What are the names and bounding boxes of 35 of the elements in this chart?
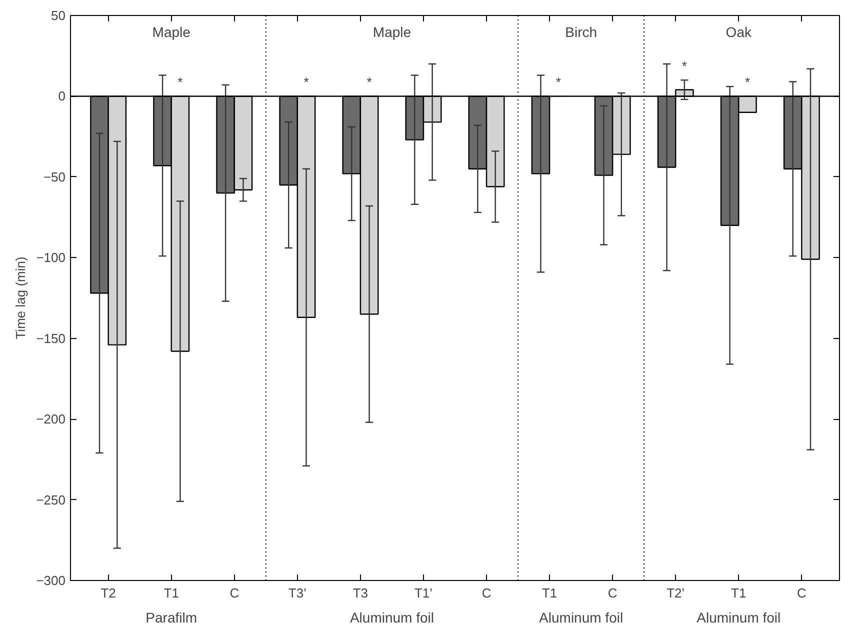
y-tick-label: −150 (36, 330, 66, 346)
text: Aluminum foil (696, 610, 781, 626)
annotation: Oak (726, 24, 752, 40)
x-tick-label: T2’ (666, 586, 685, 600)
x-tick-label: T1 (542, 586, 558, 600)
data-label: * (304, 74, 309, 90)
data-label: * (366, 74, 372, 90)
data-label: * (178, 74, 183, 90)
x-tick-label: C (230, 586, 240, 600)
x-tick-label: T1 (731, 586, 746, 600)
x-tick-label: C (608, 586, 618, 600)
x-tick-label: T3 (352, 586, 368, 600)
y-axis-title: Time lag (min) (13, 256, 28, 340)
x-tick-label: T3’ (288, 586, 307, 600)
text: Aluminum foil (350, 610, 434, 626)
y-tick-label: −200 (36, 412, 66, 427)
data-label: * (682, 58, 687, 74)
annotation: Maple (372, 24, 412, 40)
data-label: * (556, 74, 561, 90)
y-tick-label: −50 (43, 169, 66, 184)
y-tick-label: −300 (36, 573, 66, 588)
x-tick-label: T2 (100, 586, 116, 600)
x-tick-label: C (796, 586, 806, 600)
data-label: * (744, 74, 750, 90)
x-tick-label: T1’ (414, 586, 433, 600)
x-tick-label: T1 (164, 586, 179, 600)
y-tick-label: −250 (36, 492, 66, 508)
text: Aluminum foil (539, 610, 624, 626)
text: Parafilm (146, 610, 198, 626)
annotation: Maple (152, 24, 191, 40)
x-tick-label: C (482, 586, 492, 600)
annotation: Birch (565, 24, 598, 40)
y-tick-label: 50 (51, 8, 66, 23)
y-tick-label: −100 (36, 250, 66, 266)
y-tick-label: 0 (58, 88, 66, 104)
